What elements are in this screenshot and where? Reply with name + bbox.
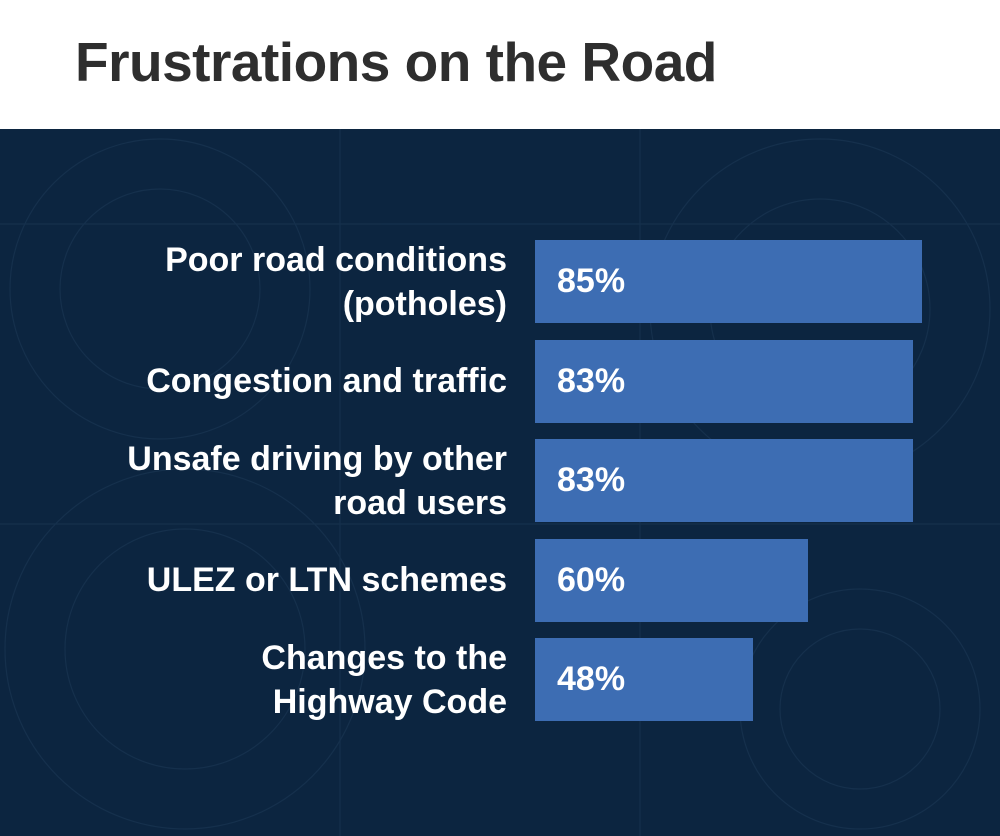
chart-title: Frustrations on the Road — [75, 31, 717, 93]
category-label: Unsafe driving by other road users — [127, 439, 507, 522]
chart-panel: Poor road conditions (potholes) 85% Conges… — [0, 129, 1000, 836]
bar — [535, 240, 922, 323]
data-label: 85% — [557, 262, 626, 300]
bar-row: Poor road conditions (potholes) 85% — [0, 240, 1000, 323]
bar-row: Congestion and traffic 83% — [0, 339, 1000, 423]
bar-row: Unsafe driving by other road users 83% — [0, 439, 1000, 522]
bar — [535, 339, 913, 423]
data-label: 83% — [557, 361, 626, 400]
header: Frustrations on the Road — [0, 0, 1000, 129]
bar — [535, 439, 913, 522]
bar-row: ULEZ or LTN schemes 60% — [0, 538, 1000, 622]
data-label: 48% — [557, 660, 626, 698]
bar-row: Changes to the Highway Code 48% — [0, 638, 1000, 721]
category-label: Changes to the Highway Code — [261, 638, 507, 721]
bar — [535, 638, 754, 721]
data-label: 60% — [557, 560, 626, 599]
category-label: Poor road conditions (potholes) — [165, 240, 507, 323]
data-label: 83% — [557, 461, 626, 499]
bar — [535, 538, 808, 622]
category-label: ULEZ or LTN schemes — [146, 561, 507, 599]
category-label: Congestion and traffic — [146, 362, 507, 400]
